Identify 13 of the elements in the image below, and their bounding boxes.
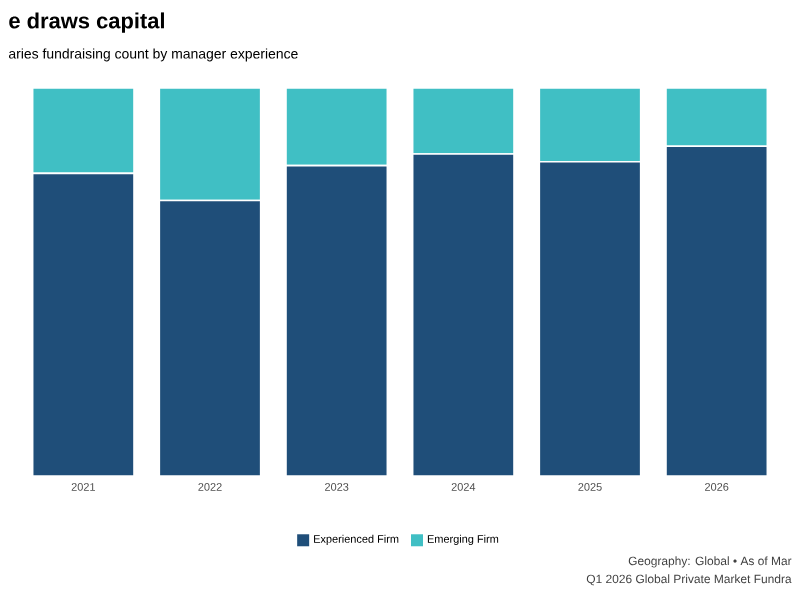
bar — [285, 88, 389, 167]
bar — [665, 88, 769, 147]
bar — [286, 165, 388, 476]
bar — [665, 145, 769, 476]
bar — [538, 88, 642, 163]
bar — [539, 161, 641, 476]
bar — [159, 200, 261, 476]
chart-title: e draws capital — [9, 12, 164, 33]
bar — [32, 173, 134, 476]
bar — [412, 153, 514, 476]
bar — [158, 88, 262, 202]
bar — [31, 88, 135, 175]
bar — [411, 88, 515, 155]
